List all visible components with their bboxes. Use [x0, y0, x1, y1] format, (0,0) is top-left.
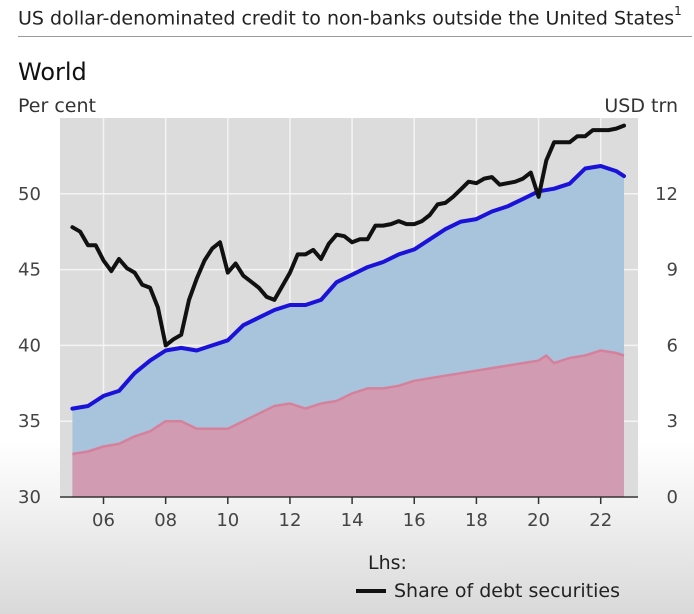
chart-canvas: 06 08 10 12 14 16 18 20 22 30 35 40 45 50 0 3 6 9 12 [18, 118, 678, 531]
x-tick-label: 20 [527, 510, 550, 531]
left-y-tick-label: 40 [18, 335, 41, 356]
x-tick-label: 10 [216, 510, 239, 531]
figure-title-footnote: 1 [674, 4, 682, 18]
x-tick-label: 06 [92, 510, 115, 531]
legend-item-share-of-debt-securities: Share of debt securities [356, 580, 620, 602]
left-y-tick-label: 30 [18, 487, 41, 508]
right-y-tick-label: 3 [667, 411, 678, 432]
x-tick-label: 12 [279, 510, 302, 531]
left-y-tick-label: 50 [18, 184, 41, 205]
panel-title: World [18, 58, 87, 86]
lower-component-line [72, 349, 625, 456]
right-y-tick-label: 12 [655, 184, 678, 205]
x-tick-label: 14 [341, 510, 364, 531]
legend-item-label: Share of debt securities [394, 580, 621, 602]
share-of-debt-securities-line [70, 123, 626, 348]
legend-heading: Lhs: [368, 552, 407, 574]
figure-title-text: US dollar-denominated credit to non-bank… [18, 7, 675, 30]
legend-swatch-black-line [356, 589, 386, 593]
right-y-tick-label: 6 [667, 335, 678, 356]
x-tick-label: 08 [154, 510, 177, 531]
left-y-tick-label: 45 [18, 260, 41, 281]
x-tick-label: 22 [589, 510, 612, 531]
left-axis-unit: Per cent [18, 95, 96, 117]
x-tick-label: 16 [403, 510, 426, 531]
left-y-tick-label: 35 [18, 411, 41, 432]
header-divider [18, 36, 692, 37]
right-y-tick-label: 9 [667, 260, 678, 281]
figure-title: US dollar-denominated credit to non-bank… [18, 4, 682, 30]
right-axis-unit: USD trn [604, 95, 678, 117]
x-tick-label: 18 [465, 510, 488, 531]
lower-component-area [72, 350, 624, 497]
right-y-tick-label: 0 [667, 487, 678, 508]
